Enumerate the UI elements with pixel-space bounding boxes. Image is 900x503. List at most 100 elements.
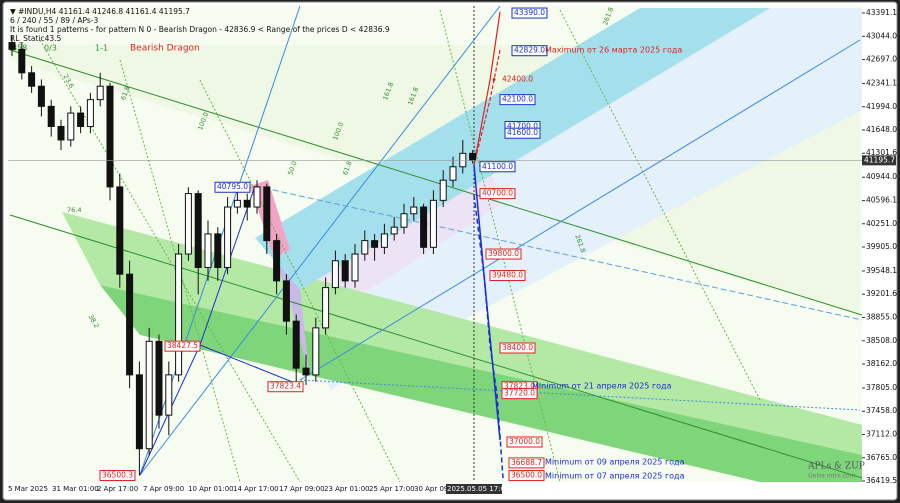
candle-body <box>224 206 232 268</box>
candle-body <box>47 105 55 127</box>
price-label-box <box>504 127 541 139</box>
violet-zone <box>275 260 310 380</box>
y-tick-label: 43391.1 <box>866 8 897 17</box>
price-label-box <box>499 94 536 106</box>
candle-body <box>184 193 192 255</box>
x-tick-label: 7 Apr 09:00 <box>143 485 184 493</box>
note: Minimum от 21 апреля 2025 года <box>532 382 672 391</box>
price-label: 38400.0 <box>502 343 533 352</box>
x-tick-label: 25 Apr 17:00 <box>369 485 415 493</box>
pattern-number: 1-1 <box>95 44 108 53</box>
header-line: RL_Static43.5 <box>10 34 62 43</box>
y-tick-label: 40251.0 <box>866 219 897 228</box>
header-line: ▼ #INDU,H4 41161.4 41246.8 41161.4 41195… <box>10 7 190 16</box>
candle-body <box>253 186 261 208</box>
candle-body <box>410 206 418 215</box>
y-tick-label: 40596.1 <box>866 196 897 205</box>
price-label-box <box>99 470 136 482</box>
current-time-box <box>446 484 502 494</box>
price-label-box <box>511 45 548 57</box>
candle-body <box>292 320 300 369</box>
fan-line <box>299 379 861 411</box>
fan-line <box>139 6 501 476</box>
price-label-box <box>489 270 526 282</box>
y-tick-label: 41301.6 <box>866 148 897 157</box>
price-label: 40795.0 <box>217 182 248 191</box>
price-label: 37720.0 <box>504 389 535 398</box>
price-label: 41100.0 <box>482 162 513 171</box>
candle-body <box>8 42 16 50</box>
candle-body <box>331 260 339 289</box>
note: Maximum от 26 марта 2025 года <box>545 46 682 55</box>
candle-body <box>96 85 104 101</box>
current-price-label: 41195.7 <box>864 155 895 164</box>
x-tick-label: 5 Mar 2025 <box>8 485 48 493</box>
candle-body <box>57 125 65 141</box>
y-tick-label: 40944.0 <box>866 172 897 181</box>
price-label: 39480.0 <box>492 271 523 280</box>
candle-body <box>86 99 94 127</box>
candle-body <box>449 166 457 181</box>
candle-body <box>380 233 388 248</box>
y-tick-label: 39548.1 <box>866 266 897 275</box>
x-tick-label: 30 Apr 09:00 <box>414 485 460 493</box>
fib-label: 76.4 <box>67 206 81 214</box>
candle-body <box>351 253 359 282</box>
price-axis <box>862 6 896 482</box>
y-tick-label: 37458.0 <box>866 406 897 415</box>
x-tick-label: 14 Apr 17:00 <box>233 485 279 493</box>
y-tick-label: 42697.0 <box>866 55 897 64</box>
candle-body <box>37 85 45 107</box>
cyan-channel <box>255 8 770 290</box>
price-label: 41600.0 <box>507 128 538 137</box>
price-label-box <box>485 248 522 260</box>
header-line: 6 / 240 / 55 / 89 / APs-3 <box>10 16 98 25</box>
dashed-line <box>254 185 862 321</box>
green-channel <box>62 212 862 455</box>
candle-body <box>165 374 173 416</box>
candle-body <box>126 273 134 376</box>
candle-body <box>469 152 477 161</box>
pattern-name: Bearish Dragon <box>130 44 200 54</box>
candle-body <box>214 233 222 268</box>
x-tick-label: 31 Mar 01:00 <box>52 485 99 493</box>
drawing-objects <box>9 6 862 482</box>
candle-body <box>302 367 310 376</box>
price-label-box <box>501 388 538 400</box>
price-label-box <box>506 436 543 448</box>
candle-body <box>361 240 369 255</box>
dotted-line <box>119 59 241 482</box>
candle-body <box>116 186 124 275</box>
price-label-box <box>499 342 536 354</box>
watermark: Gelos mtrx.com <box>808 473 856 480</box>
price-label: 43390.0 <box>514 8 545 17</box>
dotted-line <box>199 79 401 482</box>
candle-body <box>312 327 320 376</box>
x-tick-label: 2025.05.05 17:05 <box>447 485 509 493</box>
current-price-box <box>862 155 896 166</box>
candle-body <box>155 340 163 416</box>
dotted-line <box>559 9 761 401</box>
dotted-line <box>439 9 561 482</box>
candle-body <box>106 85 114 188</box>
price-label-box <box>267 381 304 393</box>
candle-body <box>175 253 183 376</box>
price-label: 36688.7 <box>511 458 542 467</box>
trend-line <box>9 214 862 479</box>
candle-body <box>243 199 251 208</box>
candle-body <box>28 72 36 87</box>
forecast-up <box>473 49 501 166</box>
y-tick-label: 38855.0 <box>866 312 897 321</box>
candle-body <box>429 199 437 248</box>
candle-body <box>145 340 153 450</box>
candle-body <box>371 240 379 248</box>
price-label-box <box>479 188 516 200</box>
forecast-up <box>473 11 501 166</box>
y-tick-label: 38508.0 <box>866 336 897 345</box>
price-label: 41700.0 <box>507 121 538 130</box>
price-label-box <box>508 470 545 482</box>
price-label: 38427.5 <box>167 341 198 350</box>
price-label: 37823.0 <box>504 382 535 391</box>
